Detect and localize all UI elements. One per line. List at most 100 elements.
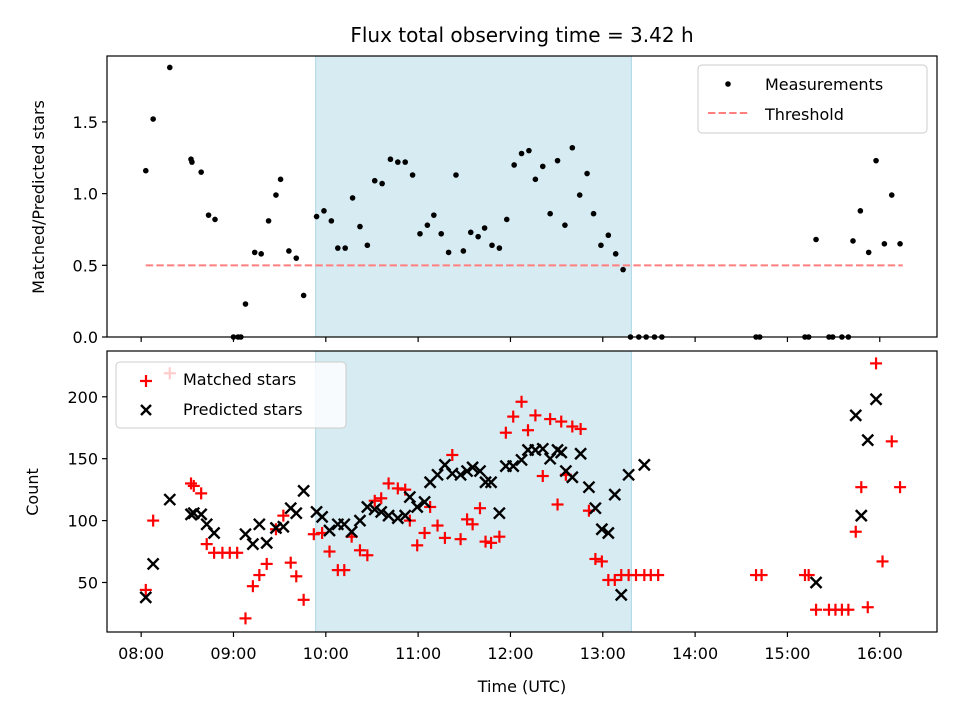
bottom-y-tick-label: 50 — [78, 573, 98, 592]
measurement-point — [445, 249, 452, 256]
measurement-point — [328, 218, 335, 224]
matched-star-point — [195, 487, 208, 500]
matched-star-point — [802, 569, 815, 582]
measurement-point — [503, 216, 510, 223]
top-y-axis-label: Matched/Predicted stars — [29, 100, 48, 294]
bottom-y-axis-label: Count — [23, 468, 42, 516]
predicted-star-point — [454, 468, 467, 482]
measurement-point — [481, 225, 488, 231]
matched-star-point — [507, 410, 520, 423]
predicted-stars-points — [139, 392, 883, 604]
matched-star-point — [368, 494, 381, 507]
matched-star-point — [870, 357, 883, 370]
predicted-star-point — [493, 506, 506, 520]
matched-star-point — [515, 395, 528, 408]
measurement-point — [300, 292, 307, 299]
bottom-y-tick-label: 150 — [67, 450, 98, 469]
top-y-ticks: 0.0 0.5 1.0 1.5 — [73, 113, 107, 347]
matched-star-point — [529, 409, 542, 422]
predicted-star-point — [431, 468, 444, 482]
top-y-tick-label: 0.5 — [73, 256, 98, 275]
matched-star-point — [411, 539, 424, 552]
measurement-point — [539, 163, 546, 170]
measurement-point — [511, 162, 517, 168]
matched-star-point — [290, 570, 303, 583]
x-tick-label: 15:00 — [764, 644, 810, 663]
measurement-point — [438, 230, 445, 237]
matched-star-point — [246, 580, 259, 593]
measurement-point — [605, 232, 612, 239]
x-tick-label: 08:00 — [118, 644, 164, 663]
measurement-point — [612, 251, 619, 257]
top-y-tick-label: 0.0 — [73, 328, 98, 347]
matched-star-point — [574, 422, 587, 435]
matched-star-point — [323, 545, 336, 558]
bottom-y-ticks: 50 100 150 200 — [67, 388, 107, 592]
measurement-point — [273, 192, 279, 198]
legend-matched-marker — [140, 375, 152, 387]
predicted-star-point — [466, 461, 479, 474]
matched-star-point — [187, 479, 200, 492]
bottom-panel: 50 100 150 200 08:00 09:00 10:00 11:00 12:00 13:… — [23, 350, 938, 696]
matched-star-point — [185, 477, 198, 490]
measurement-point — [584, 170, 590, 177]
x-tick-label: 11:00 — [395, 644, 441, 663]
measurement-point — [857, 208, 864, 214]
predicted-star-point — [418, 495, 431, 509]
predicted-star-point — [515, 453, 528, 467]
x-tick-label: 12:00 — [487, 644, 533, 663]
measurement-point — [547, 210, 553, 217]
measurement-point — [576, 192, 583, 198]
predicted-star-point — [194, 508, 208, 521]
matched-star-point — [652, 569, 665, 582]
predicted-star-point — [506, 459, 520, 473]
measurement-point — [897, 241, 903, 247]
matched-star-point — [438, 531, 451, 544]
legend-measurements-marker — [725, 81, 731, 87]
bottom-y-tick-label: 200 — [67, 388, 98, 407]
measurement-point — [526, 147, 532, 154]
top-y-tick-label: 1.0 — [73, 185, 98, 204]
measurement-point — [417, 230, 423, 237]
matched-star-point — [894, 481, 907, 494]
predicted-star-point — [484, 475, 498, 489]
predicted-star-point — [361, 500, 374, 514]
predicted-star-point — [353, 514, 367, 527]
matched-star-point — [499, 426, 512, 439]
bottom-x-ticks: 08:00 09:00 10:00 11:00 12:00 13:00 14:00 15:00… — [118, 632, 903, 663]
measurement-point — [489, 242, 495, 249]
predicted-star-point — [315, 510, 329, 524]
measurement-point — [335, 245, 341, 251]
predicted-star-point — [554, 446, 568, 459]
measurement-point — [349, 195, 356, 201]
x-tick-label: 16:00 — [857, 644, 903, 663]
measurement-point — [364, 242, 371, 249]
matched-star-point — [551, 498, 564, 511]
predicted-star-point — [565, 470, 579, 484]
predicted-star-point — [460, 464, 474, 478]
measurement-point — [496, 245, 503, 251]
predicted-star-point — [398, 509, 412, 522]
predicted-star-point — [382, 509, 395, 522]
top-panel: 0.0 0.5 1.0 1.5 Matched/Predicted stars Mea… — [29, 55, 938, 347]
measurement-point — [379, 180, 385, 187]
predicted-star-point — [589, 501, 602, 515]
matched-star-point — [260, 557, 273, 570]
x-tick-label: 10:00 — [303, 644, 349, 663]
predicted-star-point — [595, 522, 609, 536]
matched-star-point — [297, 593, 310, 606]
measurement-point — [251, 249, 258, 256]
predicted-star-point — [323, 524, 336, 537]
matched-star-point — [418, 526, 431, 539]
matched-star-point — [200, 538, 213, 551]
matched-star-point — [842, 603, 855, 616]
matched-star-point — [608, 574, 621, 587]
top-axes-frame — [106, 55, 938, 338]
predicted-star-point — [276, 520, 290, 534]
predicted-star-point — [637, 458, 651, 472]
measurement-point — [424, 222, 431, 228]
predicted-star-point — [239, 527, 252, 541]
measurement-point — [321, 208, 327, 214]
matched-star-point — [231, 546, 244, 559]
matched-star-point — [307, 528, 320, 541]
